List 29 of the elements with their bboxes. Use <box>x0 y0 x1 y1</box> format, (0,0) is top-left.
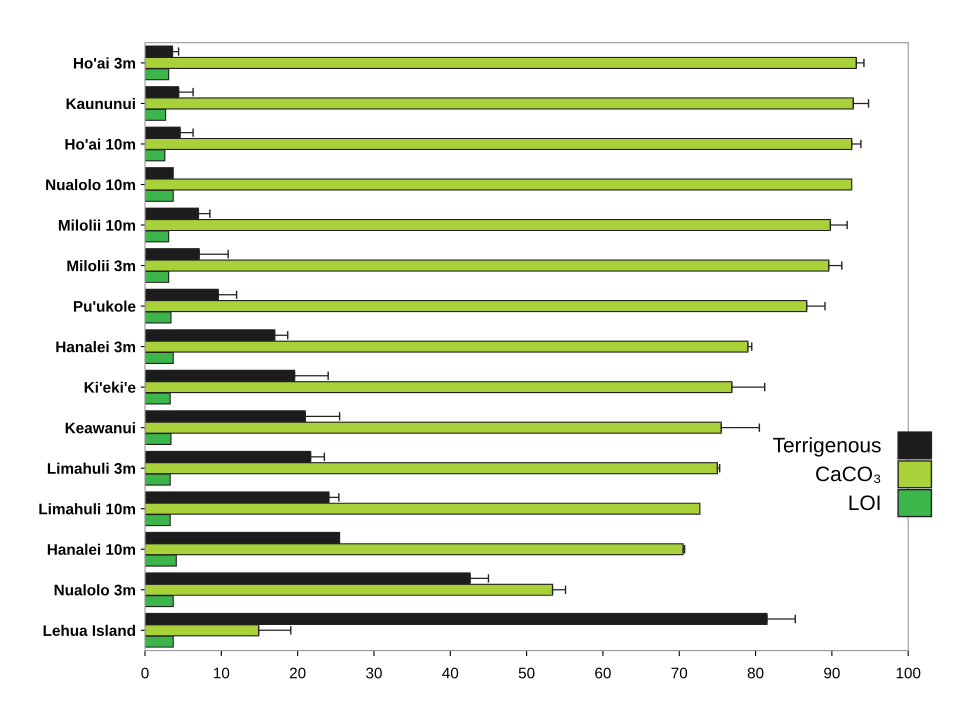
y-tick-label: Milolii 3m <box>67 260 136 272</box>
y-tick-label: Limahuli 10m <box>39 503 136 514</box>
y-tick-label: Ho'ai 3m <box>74 57 136 69</box>
x-tick-label: 10 <box>214 668 230 678</box>
y-tick-label: Keawanui <box>66 422 135 434</box>
y-tick-label: Ki'eki'e <box>84 382 136 393</box>
legend-label: Terrigenous <box>773 437 881 457</box>
x-tick-label: 70 <box>672 668 688 678</box>
x-tick-label: 80 <box>748 668 764 678</box>
x-tick-label: 20 <box>290 668 306 678</box>
x-tick-label: 100 <box>896 668 920 678</box>
y-tick-label: Limahuli 3m <box>48 462 136 474</box>
y-tick-label: Lehua Island <box>44 624 135 636</box>
x-tick-label: 30 <box>366 668 382 678</box>
y-tick-label: Pu'ukole <box>74 300 136 312</box>
y-tick-label: Kaununui <box>66 98 135 110</box>
x-tick-label: 90 <box>824 668 840 678</box>
x-tick-label: 60 <box>595 668 611 678</box>
y-tick-label: Hanalei 3m <box>56 341 136 352</box>
x-tick-label: 0 <box>141 668 149 678</box>
legend-label: LOI <box>850 495 880 510</box>
x-tick-label: 40 <box>442 668 458 678</box>
legend-label: CaCO₃ <box>816 466 880 483</box>
y-tick-label: Nualolo 10m <box>46 178 136 190</box>
x-tick-label: 50 <box>518 668 535 678</box>
y-tick-label: Milolii 10m <box>58 219 136 231</box>
y-tick-label: Hanalei 10m <box>48 544 136 555</box>
y-tick-label: Ho'ai 10m <box>65 138 136 150</box>
y-tick-label: Nualolo 3m <box>54 584 136 596</box>
